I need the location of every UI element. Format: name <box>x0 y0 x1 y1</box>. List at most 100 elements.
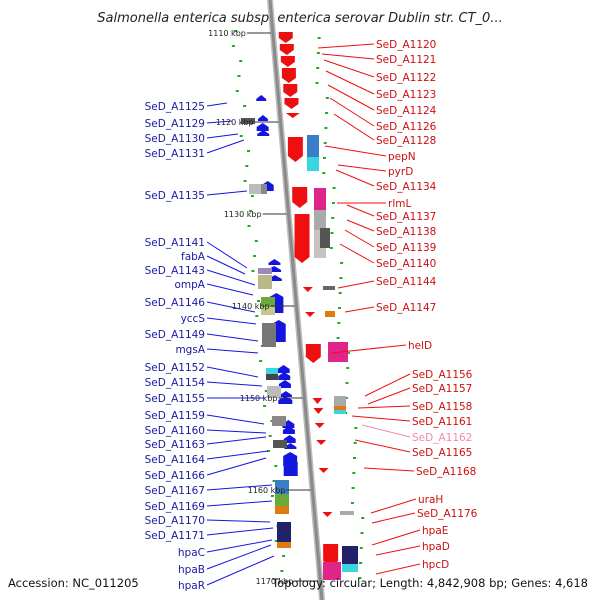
gc-dash <box>253 255 257 257</box>
gc-dash <box>251 270 255 272</box>
tick-label: 1170 kbp <box>256 577 294 586</box>
gene-block <box>266 374 278 380</box>
reverse-gene-arrow <box>268 259 281 265</box>
right-gene-label: SeD_A1124 <box>376 105 437 117</box>
gc-dash <box>331 217 335 219</box>
left-leader-line <box>206 366 259 378</box>
gc-dash <box>247 225 251 227</box>
tick-label: 1140 kbp <box>232 302 270 311</box>
left-leader-line <box>206 333 259 342</box>
right-leader-line <box>367 387 411 405</box>
left-gene-label: SeD_A1164 <box>145 454 206 466</box>
gc-dash <box>267 450 270 452</box>
gc-dash <box>359 562 363 564</box>
right-gene-label: SeD_A1147 <box>376 302 436 314</box>
right-leader-line <box>344 306 375 313</box>
reverse-gene-arrow <box>282 426 295 434</box>
right-leader-line <box>371 529 421 546</box>
gene-block <box>266 368 278 374</box>
tick-label: 1120 kbp <box>216 118 254 127</box>
gene-block <box>273 440 287 448</box>
gc-dash <box>353 442 357 444</box>
gene-block <box>342 546 358 564</box>
gc-dash <box>263 405 267 407</box>
gc-dash <box>315 82 319 84</box>
reverse-gene-arrow <box>256 123 269 131</box>
gc-dash <box>282 555 286 557</box>
right-leader-line <box>375 563 421 575</box>
gc-dash <box>270 420 274 422</box>
right-leader-line <box>325 70 375 95</box>
gc-dash <box>268 435 272 437</box>
gc-dash <box>330 232 334 234</box>
gc-dash <box>345 382 349 384</box>
gene-block <box>249 184 261 194</box>
gc-dash <box>264 390 268 392</box>
gc-dash <box>239 60 243 62</box>
left-gene-label: SeD_A1167 <box>145 485 205 497</box>
right-leader-line <box>370 498 417 514</box>
left-gene-label: SeD_A1154 <box>145 377 206 389</box>
right-labels: SeD_A1120 SeD_A1121 SeD_A1122 SeD_A1123 SeD_… <box>317 39 478 575</box>
gene-block <box>307 135 319 157</box>
gc-dash <box>254 240 258 242</box>
left-gene-label: SeD_A1149 <box>145 329 205 341</box>
forward-gene-arrow <box>284 98 299 109</box>
left-gene-label: hpaR <box>178 580 205 592</box>
left-gene-label: SeD_A1166 <box>145 470 206 482</box>
forward-gene-small <box>314 423 325 428</box>
right-leader-line <box>364 373 411 397</box>
gc-dash <box>331 202 335 204</box>
forward-gene-arrow <box>294 214 310 263</box>
gc-dash <box>346 352 350 354</box>
left-leader-line <box>206 348 259 354</box>
gc-dash <box>255 315 259 317</box>
forward-gene-small <box>322 512 333 517</box>
gene-block <box>275 506 289 514</box>
right-leader-line <box>351 415 411 422</box>
right-leader-line <box>357 405 411 409</box>
left-leader-line <box>206 500 273 507</box>
right-leader-line <box>337 280 375 289</box>
genome-axis <box>268 0 324 600</box>
reverse-gene-arrow <box>278 380 291 388</box>
right-gene-label: SeD_A1176 <box>417 508 478 520</box>
reverse-gene-arrow <box>284 443 297 449</box>
right-gene-label: SeD_A1157 <box>412 383 472 395</box>
gc-dash <box>250 195 254 197</box>
gc-dash <box>243 105 247 107</box>
gene-block <box>334 406 346 412</box>
gc-dash <box>316 52 320 54</box>
left-leader-line <box>206 241 248 269</box>
right-gene-label: SeD_A1134 <box>376 181 437 193</box>
left-gene-label: SeD_A1159 <box>145 410 205 422</box>
gene-block <box>334 396 346 406</box>
gc-dash <box>280 570 284 572</box>
tick-label: 1130 kbp <box>224 210 262 219</box>
forward-gene-arrow <box>281 68 296 83</box>
forward-gene-small <box>316 440 327 445</box>
left-gene-label: SeD_A1141 <box>145 237 205 249</box>
gc-dash <box>338 292 342 294</box>
left-gene-label: SeD_A1163 <box>145 439 205 451</box>
left-leader-line <box>206 381 263 387</box>
left-gene-label: SeD_A1169 <box>145 501 205 513</box>
gene-block <box>314 188 326 210</box>
gene-block <box>261 297 275 307</box>
left-leader-line <box>206 255 246 275</box>
gc-dash <box>233 30 237 32</box>
reverse-gene-arrow <box>256 95 267 101</box>
right-leader-line <box>324 145 387 157</box>
gc-dash <box>239 135 243 137</box>
left-gene-label: SeD_A1155 <box>145 393 205 405</box>
gc-dash <box>323 157 326 159</box>
topology-label: Topology: circular; Length: 4,842,908 bp… <box>271 576 588 590</box>
left-leader-line <box>206 484 273 491</box>
gene-block <box>314 210 326 230</box>
left-gene-label: SeD_A1143 <box>145 265 205 277</box>
right-leader-line <box>333 113 375 141</box>
right-leader-line <box>329 97 375 127</box>
right-gene-label: SeD_A1120 <box>376 39 436 51</box>
